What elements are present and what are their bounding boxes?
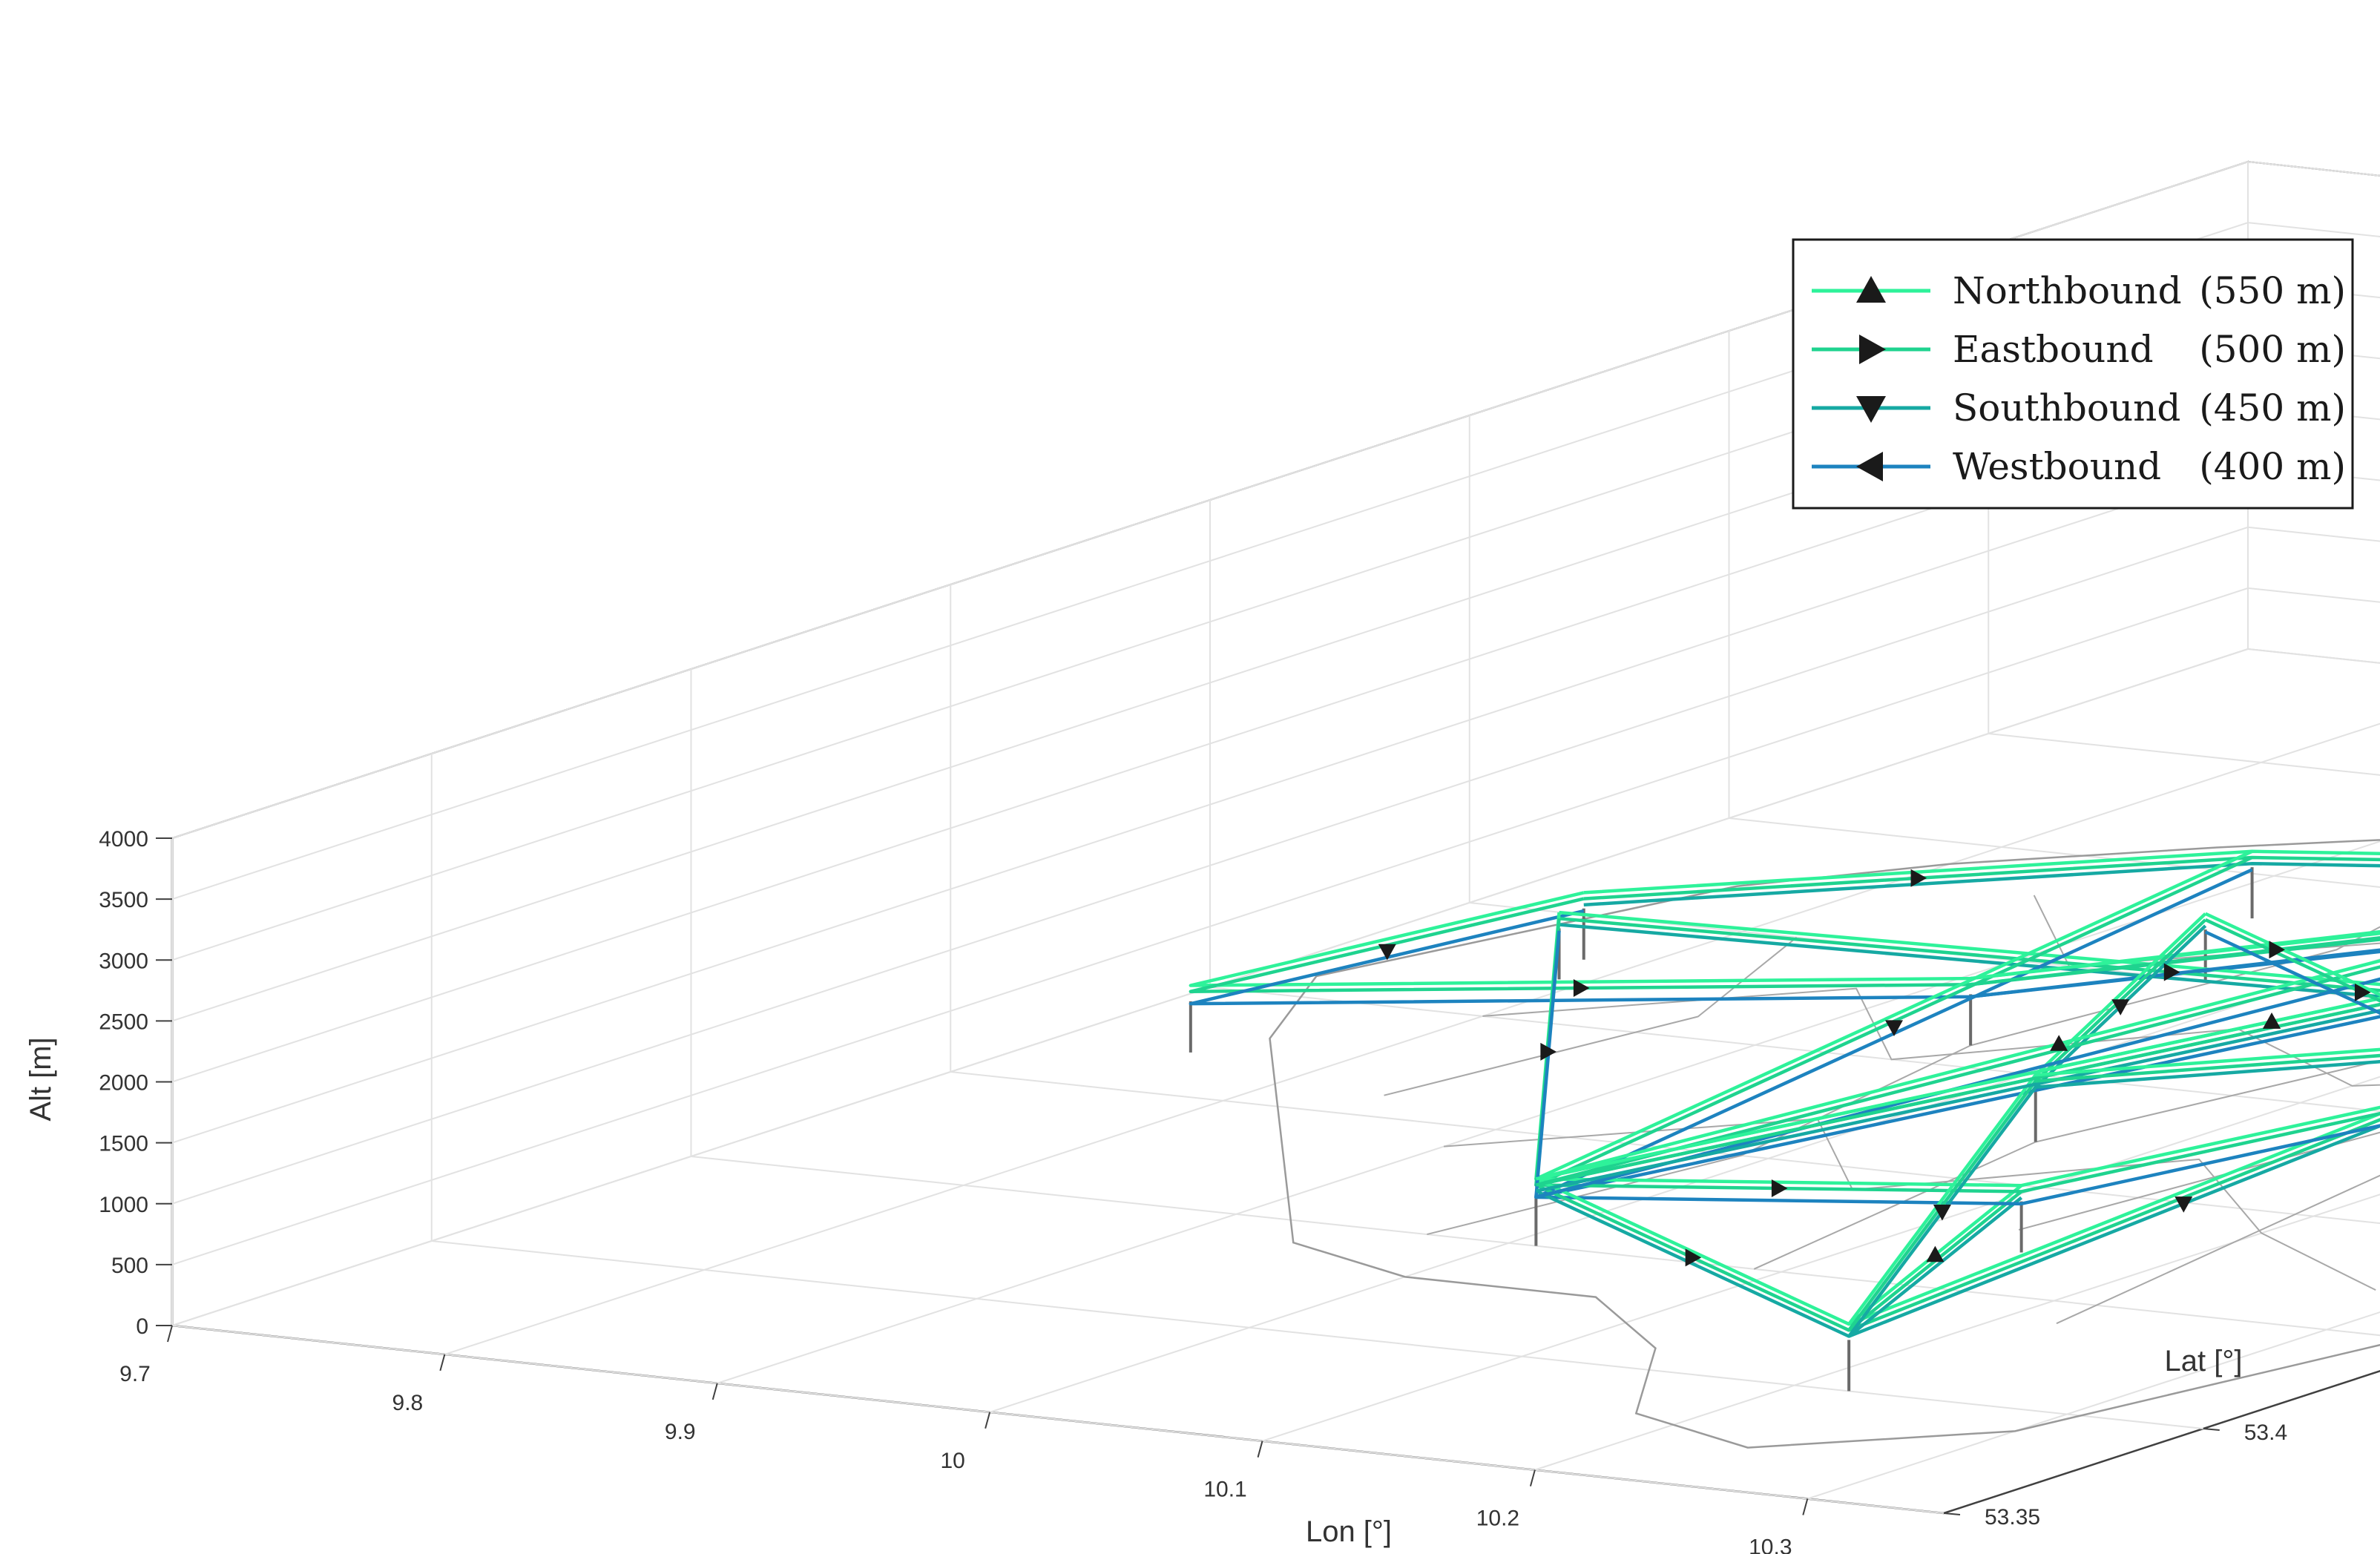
legend-marker [1856, 396, 1886, 423]
route-line-northbound [1583, 849, 2380, 895]
route-line-northbound [1535, 1177, 1850, 1326]
grid-line-lon [1534, 1194, 2380, 1471]
z-tick-label: 1500 [99, 1132, 148, 1156]
route-line-northbound [2204, 912, 2380, 997]
vertiport-stems [1189, 867, 2254, 1392]
legend-box [1792, 238, 2354, 510]
grid-line-lon [717, 840, 2380, 1384]
route-line-southbound [1583, 861, 2380, 907]
grid-line-alt [171, 526, 2380, 1205]
grid-line-lon [1262, 1076, 2380, 1442]
x-tick-mark [439, 1354, 446, 1372]
z-axis-label: Alt [m] [24, 1037, 57, 1121]
x-tick-label: 10.1 [1203, 1478, 1246, 1502]
route-line-eastbound [1536, 1111, 2380, 1194]
x-tick-mark [1802, 1498, 1809, 1515]
x-tick-mark [1529, 1469, 1536, 1486]
direction-marker [2354, 983, 2371, 1001]
direction-marker [1926, 1245, 1945, 1262]
z-tick-label: 1000 [99, 1193, 148, 1217]
route-line-eastbound [1970, 936, 2380, 987]
legend-altitude: (400 m) [2199, 445, 2346, 488]
z-tick-label: 3000 [99, 949, 148, 973]
city-outline [1269, 839, 2380, 1449]
z-tick-label: 2500 [99, 1010, 148, 1034]
y-axis-label: Lat [°] [2165, 1345, 2243, 1377]
route-line-southbound [1535, 1009, 2380, 1193]
route-line-northbound [1189, 891, 2380, 987]
direction-marker [1771, 1179, 1788, 1197]
district-boundary [2056, 1174, 2380, 1325]
y-tick-mark [1943, 1512, 1961, 1515]
route-line-southbound [2035, 1060, 2380, 1089]
direction-marker [1540, 1042, 1556, 1061]
route-line-northbound [1536, 1105, 2380, 1188]
direction-marker [2174, 1196, 2193, 1213]
x-tick-label: 10.2 [1476, 1507, 1519, 1531]
x-tick-mark [1257, 1441, 1263, 1458]
y-tick-label: 53.35 [1985, 1505, 2040, 1530]
route-line-southbound [1559, 923, 2380, 998]
district-boundary [1384, 936, 1798, 1096]
route-line-northbound [1559, 910, 2380, 987]
x-tick-mark [167, 1325, 173, 1343]
route-line-westbound [2204, 930, 2380, 1015]
route-line-southbound [1535, 1189, 1850, 1338]
z-tick-label: 0 [136, 1314, 148, 1339]
route-line-westbound [1534, 930, 2380, 1199]
legend-marker [1856, 276, 1886, 303]
legend-marker [1859, 335, 1886, 364]
x-tick-label: 9.8 [392, 1391, 424, 1415]
grid-line-alt [171, 587, 2380, 1265]
legend-altitude: (550 m) [2199, 269, 2346, 312]
direction-marker [1685, 1248, 1702, 1267]
direction-marker [1933, 1204, 1951, 1221]
direction-marker [1378, 944, 1396, 961]
legend-altitude: (500 m) [2199, 328, 2346, 371]
y-tick-mark [2203, 1428, 2220, 1431]
y-tick-label: 53.4 [2244, 1420, 2287, 1445]
x-tick-label: 9.9 [665, 1420, 696, 1444]
legend-marker [1856, 452, 1883, 481]
legend-label: Eastbound [1953, 328, 2154, 371]
legend: Northbound (550 m) Eastbound (500 m) Southbo… [1792, 238, 2354, 510]
route-line-eastbound [2035, 1053, 2380, 1083]
route-line-westbound [1536, 1124, 2380, 1206]
direction-marker [1884, 1020, 1903, 1036]
direction-marker [2263, 1013, 2281, 1029]
z-tick-label: 500 [111, 1254, 148, 1278]
floor [172, 649, 2380, 1513]
z-tick-label: 3500 [99, 888, 148, 912]
x-axis-label: Lon [°] [1306, 1515, 1392, 1548]
tick-labels: 9.79.89.91010.110.210.353.3553.453.4553.… [99, 827, 2287, 1554]
grid-line-alt [171, 160, 2380, 839]
direction-marker [2050, 1035, 2068, 1051]
z-tick-label: 4000 [99, 827, 148, 852]
legend-label: Northbound [1953, 269, 2182, 312]
x-tick-label: 9.7 [119, 1362, 151, 1386]
direction-marker [1573, 979, 1590, 998]
direction-marker [2163, 963, 2180, 981]
grid-line-alt [171, 648, 2380, 1326]
route-line-eastbound [1559, 917, 2380, 992]
x-tick-mark [711, 1383, 718, 1400]
direction-marker [2269, 941, 2286, 959]
z-tick-label: 2000 [99, 1071, 148, 1096]
district-boundary [2018, 1131, 2380, 1231]
route-line-northbound [2035, 1047, 2380, 1077]
x-tick-mark [984, 1412, 991, 1429]
legend-altitude: (450 m) [2199, 386, 2346, 429]
direction-marker [1910, 869, 1927, 887]
x-tick-label: 10.3 [1749, 1535, 1792, 1554]
grid-line-alt [171, 222, 2380, 901]
direction-marker [2111, 999, 2130, 1015]
legend-label: Southbound [1953, 386, 2180, 429]
x-tick-label: 10 [940, 1449, 964, 1473]
grid-line-lon [444, 722, 2380, 1355]
legend-label: Westbound [1953, 445, 2161, 488]
direction-markers [1378, 869, 2371, 1267]
